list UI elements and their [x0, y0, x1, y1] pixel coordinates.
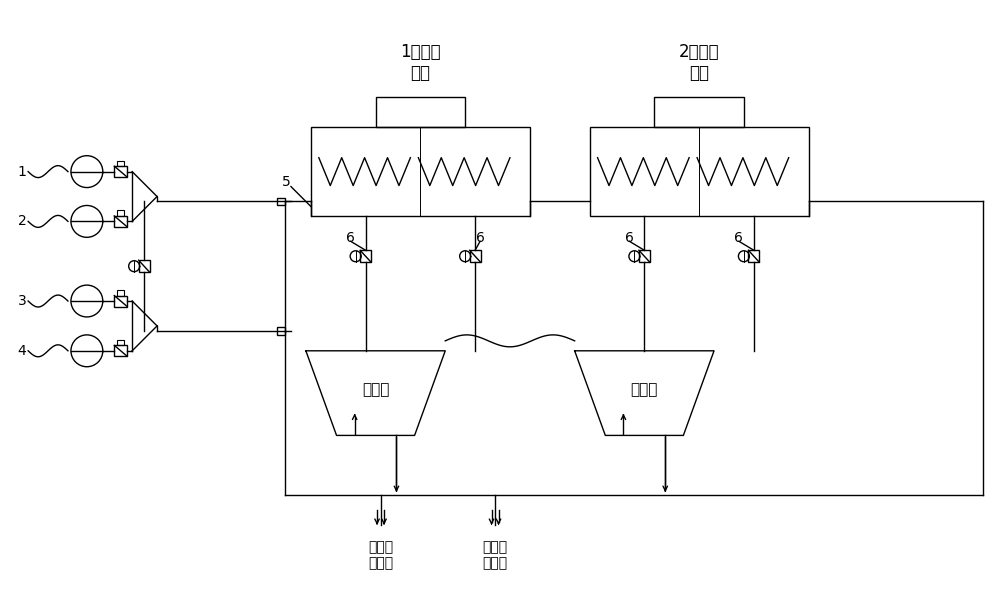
Bar [277, 327, 285, 335]
Bar [639, 250, 650, 262]
Bar [360, 250, 371, 262]
Bar [470, 250, 481, 262]
Bar [117, 161, 124, 166]
Text: 1: 1 [18, 164, 27, 179]
Bar [114, 216, 127, 227]
Text: 2号机凝
汽器: 2号机凝 汽器 [679, 43, 719, 82]
Text: 6: 6 [734, 232, 743, 245]
Bar [114, 166, 127, 177]
Text: 闭式水
冷却水: 闭式水 冷却水 [368, 540, 393, 570]
Text: 1号机凝
汽器: 1号机凝 汽器 [400, 43, 441, 82]
Bar [117, 290, 124, 296]
Bar [277, 198, 285, 206]
Bar [590, 127, 809, 216]
Text: 真空泵
冷却水: 真空泵 冷却水 [482, 540, 508, 570]
Bar [114, 346, 127, 356]
Text: 2: 2 [18, 214, 27, 229]
Text: 6: 6 [346, 232, 355, 245]
Bar [311, 127, 530, 216]
Bar [117, 211, 124, 216]
Bar [139, 260, 150, 272]
Text: 5: 5 [282, 174, 290, 188]
Text: 4: 4 [18, 344, 27, 358]
Bar [114, 296, 127, 307]
Bar [117, 340, 124, 346]
Text: 3: 3 [18, 294, 27, 308]
Bar [654, 97, 744, 127]
Text: 虹吸井: 虹吸井 [362, 383, 389, 397]
Text: 虹吸井: 虹吸井 [631, 383, 658, 397]
Text: 6: 6 [476, 232, 485, 245]
Text: 6: 6 [625, 232, 634, 245]
Bar [376, 97, 465, 127]
Bar [748, 250, 759, 262]
